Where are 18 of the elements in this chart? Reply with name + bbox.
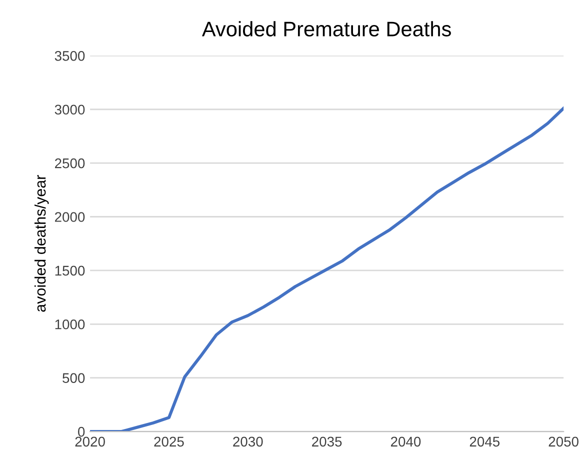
y-tick-label: 0 — [78, 426, 85, 437]
line-series — [90, 106, 564, 432]
x-tick-label: 2045 — [470, 436, 500, 447]
x-tick-label: 2040 — [390, 436, 421, 447]
x-tick-label: 2035 — [312, 436, 342, 447]
y-tick-label: 3500 — [54, 51, 85, 61]
x-tick-label: 2030 — [233, 436, 263, 447]
y-tick-label: 2000 — [55, 212, 85, 222]
y-tick-label: 2500 — [55, 158, 85, 168]
y-tick-label: 500 — [62, 373, 85, 383]
x-tick-label: 2025 — [154, 436, 184, 447]
x-tick-label: 2020 — [75, 436, 105, 447]
chart-title: Avoided Premature Deaths — [202, 21, 451, 36]
x-tick-label: 2050 — [548, 436, 578, 447]
y-tick-label: 3000 — [54, 104, 85, 115]
y-tick-label: 1000 — [55, 319, 85, 330]
y-axis-title: avoided deaths/year — [34, 175, 49, 312]
y-tick-label: 1500 — [55, 266, 85, 276]
